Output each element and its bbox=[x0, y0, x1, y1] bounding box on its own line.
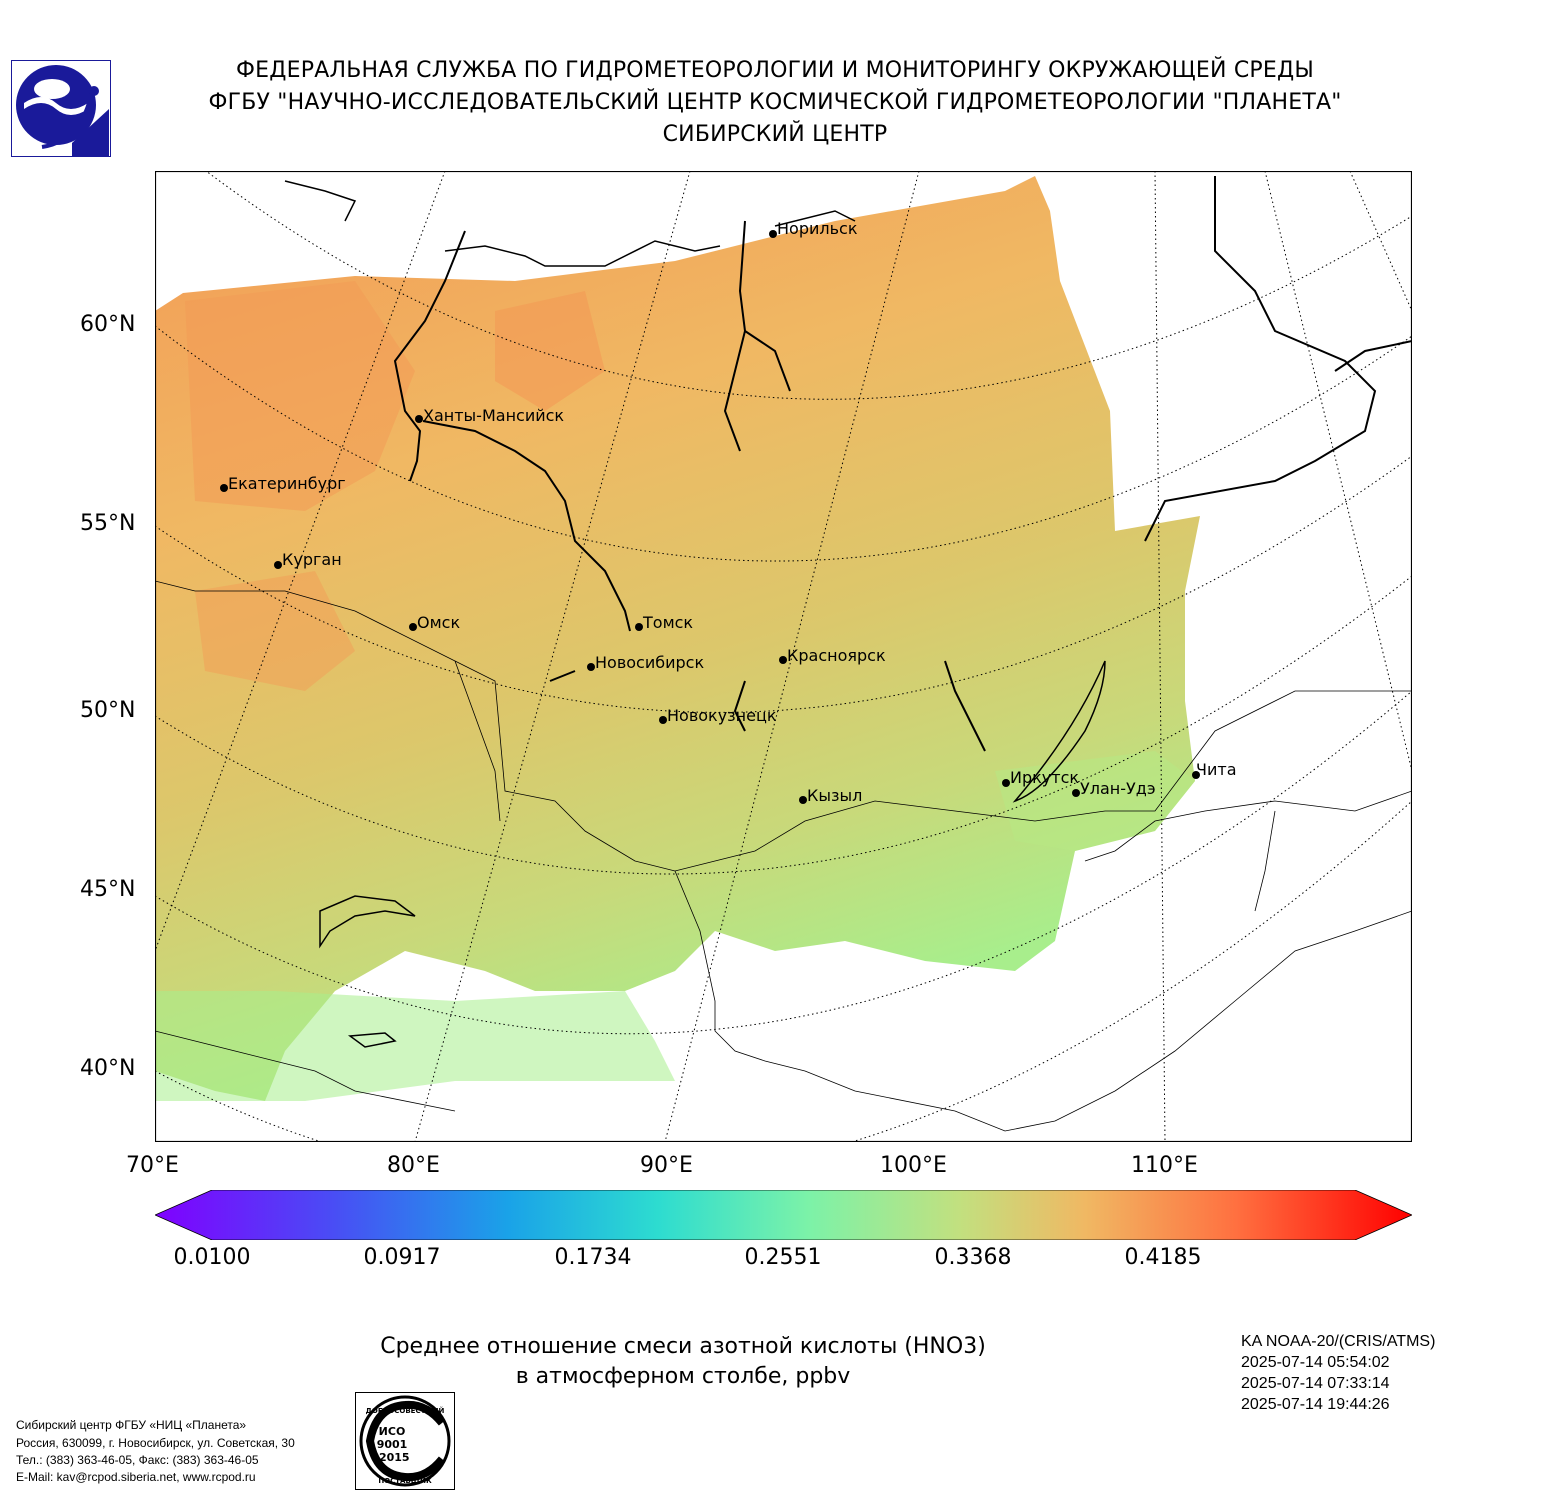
satellite-name: KA NOAA-20/(CRIS/ATMS) bbox=[1241, 1333, 1436, 1350]
svg-text:9001: 9001 bbox=[377, 1438, 408, 1451]
hno3-field bbox=[155, 176, 1200, 1101]
colorbar-tick-5: 0.4185 bbox=[1124, 1245, 1202, 1270]
svg-text:ДОБРОСОВЕСТНЫЙ: ДОБРОСОВЕСТНЫЙ bbox=[366, 1406, 445, 1415]
colorbar-tick-1: 0.0917 bbox=[363, 1245, 441, 1270]
lon-label-110: 110°E bbox=[1131, 1153, 1198, 1178]
svg-text:Чита: Чита bbox=[1196, 760, 1237, 779]
lat-label-60: 60°N bbox=[80, 312, 136, 337]
city-kyzyl: Кызыл bbox=[799, 786, 862, 805]
roshydromet-logo-icon bbox=[16, 65, 109, 156]
field-green-south bbox=[155, 991, 675, 1101]
colorbar-gradient bbox=[155, 1190, 1412, 1240]
satellite-time-3: 2025-07-14 19:44:26 bbox=[1241, 1396, 1390, 1413]
city-khanty-mansiysk: Ханты-Мансийск bbox=[415, 406, 564, 425]
contact-line-3: Тел.: (383) 363-46-05, Факс: (383) 363-4… bbox=[16, 1453, 259, 1467]
borders bbox=[155, 580, 1412, 1132]
svg-text:Томск: Томск bbox=[642, 613, 693, 632]
contact-line-2: Россия, 630099, г. Новосибирск, ул. Сове… bbox=[16, 1436, 295, 1450]
city-kurgan: Курган bbox=[274, 550, 342, 569]
contact-line-4: E-Mail: kav@rcpod.siberia.net, www.rcpod… bbox=[16, 1470, 256, 1484]
rivers bbox=[393, 176, 1412, 803]
svg-text:Курган: Курган bbox=[282, 550, 342, 569]
colorbar-tick-0: 0.0100 bbox=[173, 1245, 251, 1270]
logo bbox=[11, 60, 111, 157]
city-irkutsk: Иркутск bbox=[1002, 768, 1079, 787]
lat-label-45: 45°N bbox=[80, 877, 136, 902]
svg-text:Иркутск: Иркутск bbox=[1010, 768, 1079, 787]
city-novosibirsk: Новосибирск bbox=[587, 653, 704, 672]
city-novokuznetsk: Новокузнецк bbox=[659, 706, 777, 725]
lon-label-100: 100°E bbox=[880, 1153, 947, 1178]
lon-label-80: 80°E bbox=[387, 1153, 440, 1178]
svg-text:Ханты-Мансийск: Ханты-Мансийск bbox=[423, 406, 564, 425]
northern-coastline bbox=[284, 180, 856, 267]
lat-label-40: 40°N bbox=[80, 1056, 136, 1081]
svg-text:Улан-Удэ: Улан-Удэ bbox=[1080, 779, 1156, 798]
lon-label-70: 70°E bbox=[126, 1153, 179, 1178]
contact-line-1: Сибирский центр ФГБУ «НИЦ «Планета» bbox=[16, 1418, 247, 1432]
svg-text:Норильск: Норильск bbox=[777, 219, 858, 238]
iso-badge: ДОБРОСОВЕСТНЫЙ ИСО 9001 -2015 ПОСТАВЩИК bbox=[355, 1392, 455, 1490]
caption-line-1: Среднее отношение смеси азотной кислоты … bbox=[380, 1334, 986, 1359]
graticule-parallels bbox=[155, 171, 1412, 1142]
colorbar-tick-2: 0.1734 bbox=[554, 1245, 632, 1270]
header-line-3: СИБИРСКИЙ ЦЕНТР bbox=[662, 122, 888, 147]
lake-balkhash bbox=[319, 895, 416, 949]
city-norilsk: Норильск bbox=[769, 219, 858, 238]
lat-label-50: 50°N bbox=[80, 698, 136, 723]
svg-text:Кызыл: Кызыл bbox=[807, 786, 862, 805]
header-line-2: ФГБУ "НАУЧНО-ИССЛЕДОВАТЕЛЬСКИЙ ЦЕНТР КОС… bbox=[208, 90, 1342, 115]
map: Норильск Ханты-Мансийск Екатеринбург Кур… bbox=[155, 171, 1412, 1142]
caption-line-2: в атмосферном столбе, ppbv bbox=[515, 1364, 851, 1389]
svg-text:Екатеринбург: Екатеринбург bbox=[228, 474, 346, 493]
svg-text:Новосибирск: Новосибирск bbox=[595, 653, 704, 672]
lat-label-55: 55°N bbox=[80, 511, 136, 536]
svg-text:ПОСТАВЩИК: ПОСТАВЩИК bbox=[378, 1477, 432, 1485]
colorbar bbox=[155, 1190, 1412, 1240]
header-line-1: ФЕДЕРАЛЬНАЯ СЛУЖБА ПО ГИДРОМЕТЕОРОЛОГИИ … bbox=[236, 58, 1314, 83]
city-chita: Чита bbox=[1192, 760, 1237, 779]
satellite-time-2: 2025-07-14 07:33:14 bbox=[1241, 1375, 1390, 1392]
colorbar-tick-3: 0.2551 bbox=[744, 1245, 822, 1270]
city-krasnoyarsk: Красноярск bbox=[779, 646, 886, 665]
city-tomsk: Томск bbox=[635, 613, 693, 632]
svg-text:-2015: -2015 bbox=[374, 1451, 409, 1464]
satellite-time-1: 2025-07-14 05:54:02 bbox=[1241, 1354, 1390, 1371]
field-hotspot-west bbox=[185, 281, 415, 511]
city-yekaterinburg: Екатеринбург bbox=[220, 474, 346, 493]
svg-text:Новокузнецк: Новокузнецк bbox=[667, 706, 777, 725]
city-omsk: Омск bbox=[409, 613, 460, 632]
graticule-meridians bbox=[155, 171, 1412, 1142]
map-frame bbox=[155, 171, 1412, 1142]
svg-text:Омск: Омск bbox=[417, 613, 460, 632]
field-hotspot-north bbox=[495, 291, 605, 411]
cities: Норильск Ханты-Мансийск Екатеринбург Кур… bbox=[220, 219, 1237, 805]
iso-badge-icon: ДОБРОСОВЕСТНЫЙ ИСО 9001 -2015 ПОСТАВЩИК bbox=[359, 1395, 451, 1487]
svg-text:Красноярск: Красноярск bbox=[787, 646, 886, 665]
city-ulan-ude: Улан-Удэ bbox=[1072, 779, 1156, 798]
svg-text:ИСО: ИСО bbox=[379, 1425, 406, 1438]
colorbar-tick-4: 0.3368 bbox=[934, 1245, 1012, 1270]
lake-issyk-kul bbox=[347, 1032, 397, 1048]
lon-label-90: 90°E bbox=[640, 1153, 693, 1178]
field-green-east bbox=[995, 751, 1195, 851]
field-hotspot-omsk bbox=[195, 571, 355, 691]
